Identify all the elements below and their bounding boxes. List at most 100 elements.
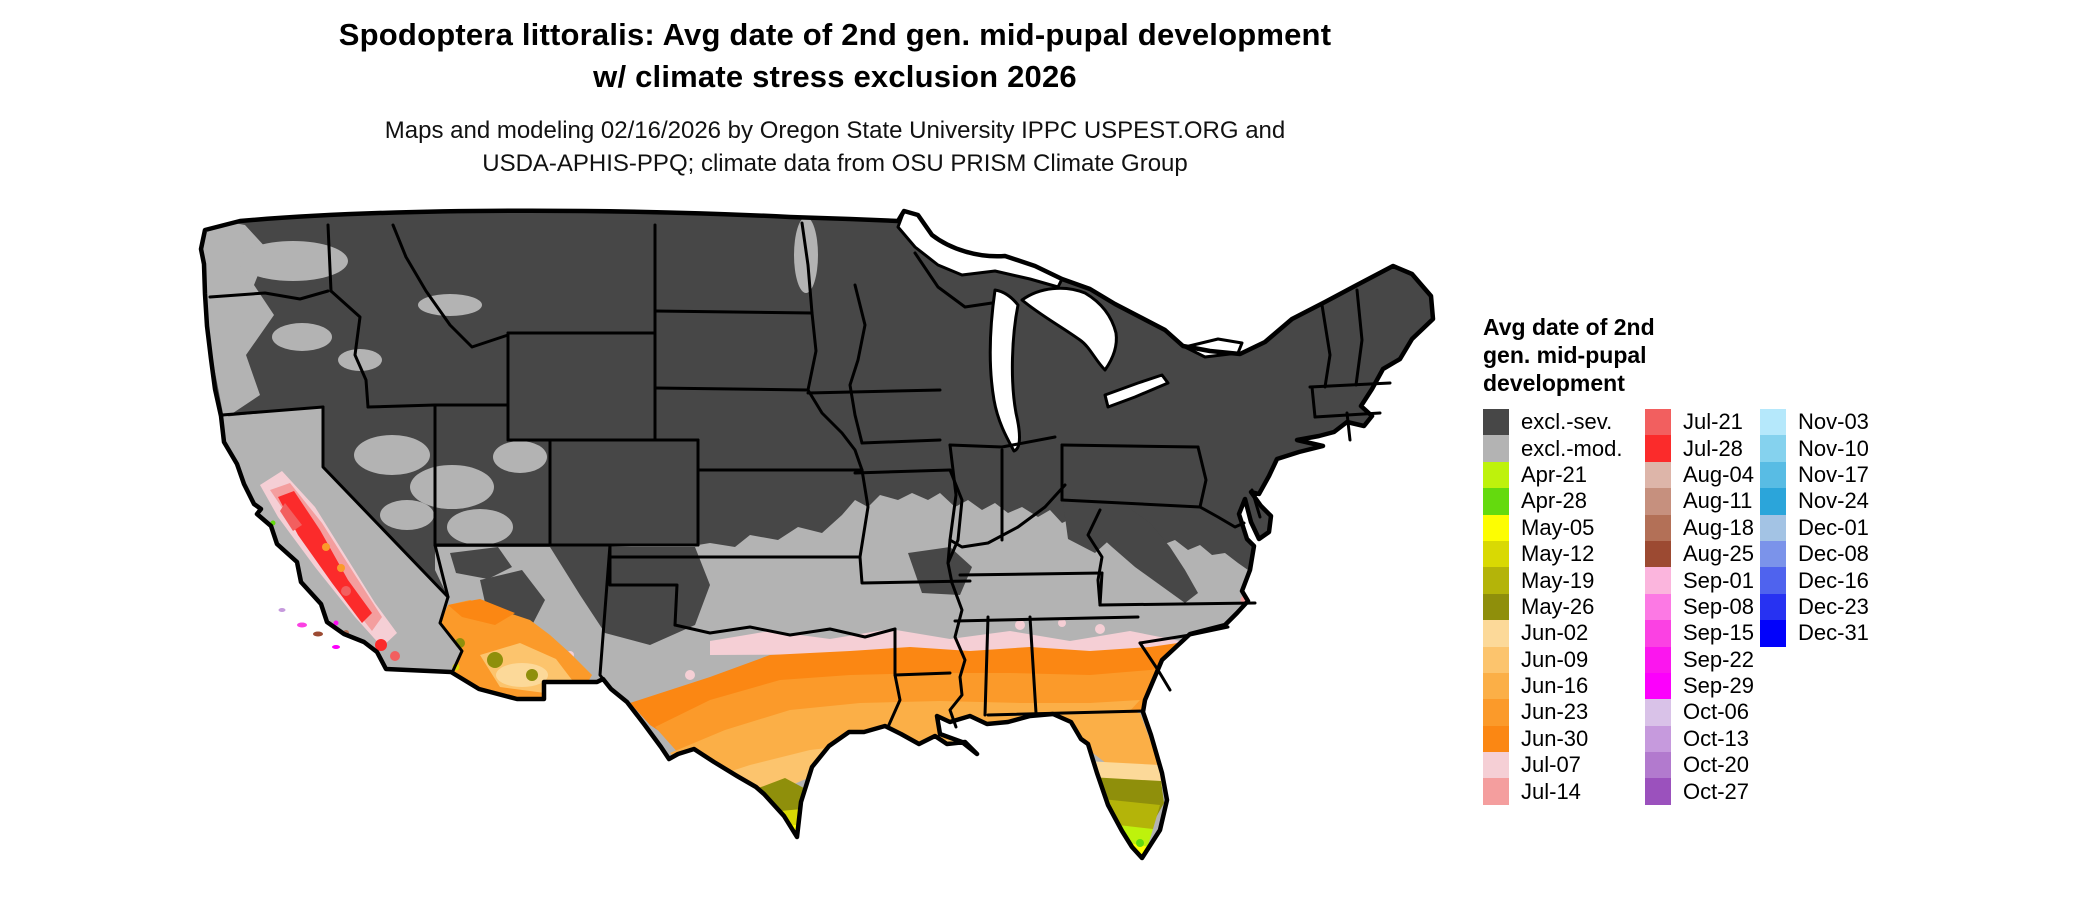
legend-row: Aug-25 [1645, 540, 1754, 568]
legend-row: Apr-28 [1483, 488, 1622, 515]
legend-swatch [1483, 514, 1509, 541]
legend-swatch [1760, 567, 1786, 594]
legend-row: Sep-22 [1645, 646, 1754, 673]
legend-swatch [1645, 620, 1671, 647]
legend-row: Jun-30 [1483, 725, 1622, 753]
legend-column-1: excl.-sev. excl.-mod. Apr-21 Apr-28 May-05 Ma… [1483, 409, 1622, 805]
legend-swatch [1483, 461, 1509, 489]
legend-label: Dec-23 [1798, 593, 1869, 619]
legend-label: Aug-18 [1683, 514, 1754, 540]
map-subtitle-line1: Maps and modeling 02/16/2026 by Oregon S… [384, 117, 1286, 144]
lake-huron [1020, 286, 1118, 372]
legend-row: Oct-06 [1645, 699, 1754, 726]
legend-row: May-05 [1483, 514, 1622, 541]
us-map-svg [198, 208, 1436, 861]
legend-row: Nov-24 [1760, 488, 1869, 515]
legend-swatch [1483, 435, 1509, 462]
legend-row: May-26 [1483, 593, 1622, 621]
legend-label: Sep-22 [1683, 646, 1754, 672]
legend-swatch [1483, 567, 1509, 594]
legend-title-line1: Avg date of 2nd [1483, 314, 1655, 340]
legend-swatch [1645, 672, 1671, 700]
legend-label: Jun-02 [1521, 620, 1589, 646]
legend-column-3: Nov-03 Nov-10 Nov-17 Nov-24 Dec-01 Dec-08 Dec-… [1760, 409, 1869, 647]
legend-label: Jul-07 [1521, 752, 1581, 778]
legend-swatch [1483, 593, 1509, 621]
legend-row: Oct-27 [1645, 778, 1754, 805]
legend-label: Jun-09 [1521, 646, 1589, 672]
legend-row: Sep-29 [1645, 672, 1754, 700]
legend-label: Nov-17 [1798, 461, 1869, 487]
legend-label: Jun-23 [1521, 699, 1589, 725]
legend-row: Dec-01 [1760, 514, 1869, 541]
legend-row: Jul-21 [1645, 409, 1754, 436]
legend-row: Oct-13 [1645, 725, 1754, 753]
us-choropleth-map [150, 155, 1460, 892]
legend-swatch [1760, 461, 1786, 489]
legend-swatch [1760, 409, 1786, 436]
legend-row: Jun-02 [1483, 620, 1622, 647]
legend: Avg date of 2nd gen. mid-pupal developme… [1483, 313, 2043, 805]
legend-swatch [1483, 672, 1509, 700]
legend-label: Jun-16 [1521, 673, 1589, 699]
legend-label: Oct-27 [1683, 778, 1750, 804]
legend-swatch [1645, 540, 1671, 568]
map-color-field [201, 210, 1433, 858]
legend-row: Nov-17 [1760, 461, 1869, 489]
region-florida-gradient [1055, 713, 1164, 858]
legend-row: Nov-03 [1760, 409, 1869, 436]
legend-swatch [1645, 435, 1671, 462]
legend-row: Sep-15 [1645, 620, 1754, 647]
legend-label: May-12 [1521, 541, 1595, 567]
legend-swatch [1760, 488, 1786, 515]
legend-swatch [1645, 514, 1671, 541]
legend-label: Jul-14 [1521, 778, 1581, 804]
legend-swatch [1483, 409, 1509, 436]
legend-swatch [1760, 620, 1786, 647]
legend-swatch [1483, 620, 1509, 647]
legend-swatch [1645, 593, 1671, 621]
legend-label: Oct-13 [1683, 725, 1750, 751]
legend-swatch [1645, 646, 1671, 673]
legend-label: Nov-10 [1798, 435, 1869, 461]
legend-title: Avg date of 2nd gen. mid-pupal developme… [1483, 313, 2043, 397]
legend-label: Jul-21 [1683, 409, 1743, 435]
legend-row: Dec-23 [1760, 593, 1869, 621]
legend-label: Apr-28 [1521, 488, 1588, 514]
legend-swatch [1645, 752, 1671, 779]
legend-label: Oct-20 [1683, 752, 1750, 778]
legend-label: Aug-11 [1683, 488, 1753, 514]
legend-label: Sep-08 [1683, 593, 1754, 619]
legend-label: Sep-29 [1683, 673, 1754, 699]
legend-label: Jul-28 [1683, 435, 1743, 461]
legend-row: Dec-08 [1760, 540, 1869, 568]
legend-row: May-19 [1483, 567, 1622, 594]
legend-swatch [1483, 540, 1509, 568]
legend-label: Dec-31 [1798, 620, 1869, 646]
legend-label: Aug-04 [1683, 461, 1754, 487]
state-borders [208, 221, 1392, 729]
channel-islands [278, 608, 340, 649]
legend-swatch [1483, 778, 1509, 805]
legend-row: Aug-11 [1645, 488, 1754, 515]
legend-label: Sep-15 [1683, 620, 1754, 646]
legend-label: excl.-sev. [1521, 409, 1613, 435]
legend-label: excl.-mod. [1521, 435, 1623, 461]
legend-row: excl.-sev. [1483, 409, 1622, 436]
legend-swatch [1483, 725, 1509, 753]
legend-row: Apr-21 [1483, 461, 1622, 489]
legend-row: Dec-31 [1760, 620, 1869, 647]
legend-row: Jul-07 [1483, 752, 1622, 779]
legend-row: Jul-14 [1483, 778, 1622, 805]
map-subtitle-line2: USDA-APHIS-PPQ; climate data from OSU PR… [482, 150, 1188, 177]
legend-swatch [1483, 488, 1509, 515]
legend-row: Nov-10 [1760, 435, 1869, 462]
legend-label: Nov-24 [1798, 488, 1869, 514]
legend-swatch [1760, 593, 1786, 621]
legend-swatch [1645, 409, 1671, 436]
map-title-line1: Spodoptera littoralis: Avg date of 2nd g… [338, 17, 1332, 52]
legend-label: May-05 [1521, 514, 1595, 540]
legend-title-line2: gen. mid-pupal [1483, 342, 1647, 368]
legend-row: Aug-04 [1645, 461, 1754, 489]
